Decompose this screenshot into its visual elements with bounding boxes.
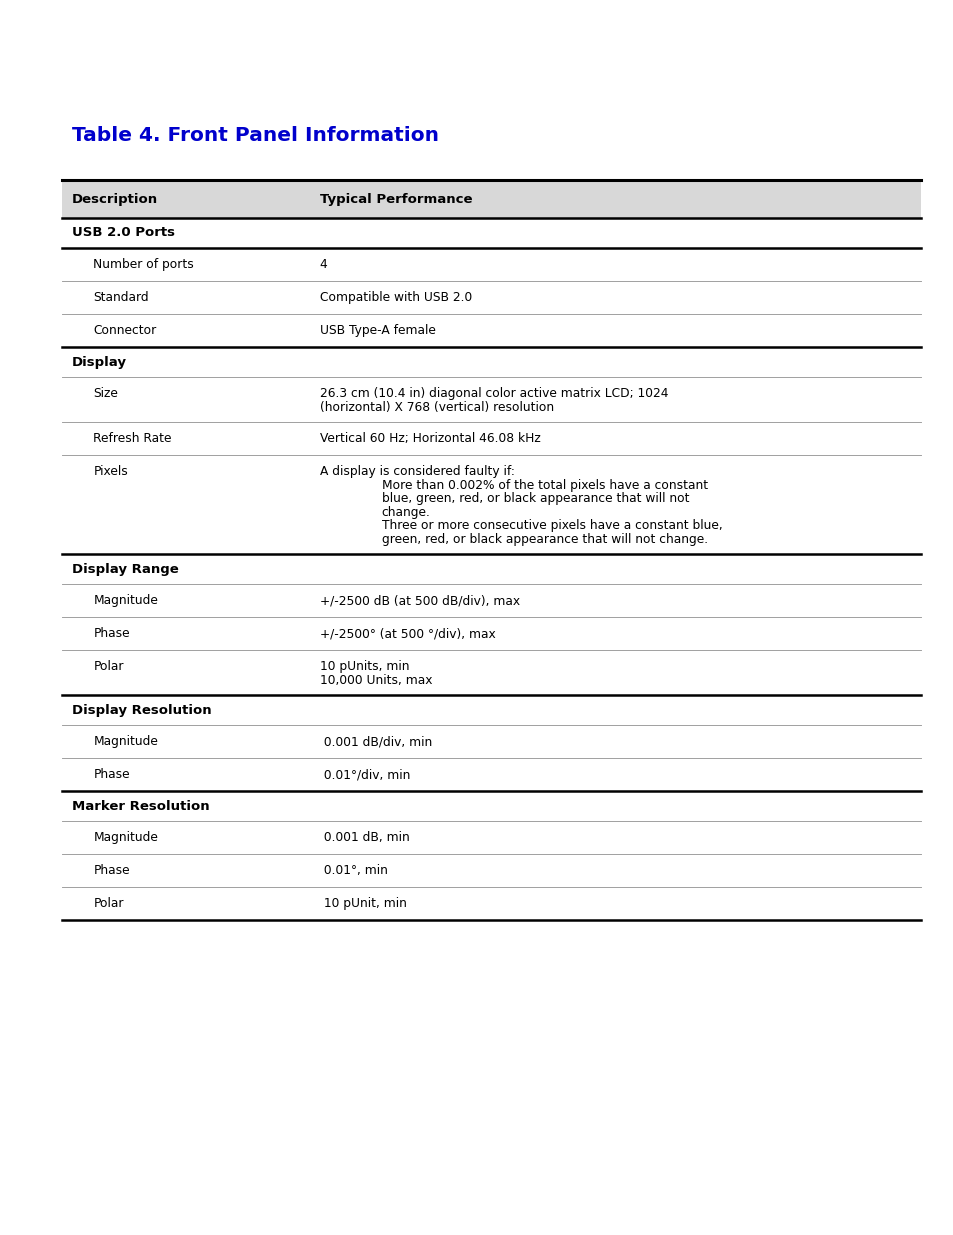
- Text: Marker Resolution: Marker Resolution: [71, 799, 209, 813]
- Text: 10 pUnit, min: 10 pUnit, min: [319, 897, 406, 910]
- Text: Table 4. Front Panel Information: Table 4. Front Panel Information: [71, 126, 438, 144]
- Text: change.: change.: [381, 505, 430, 519]
- Text: Polar: Polar: [93, 897, 124, 910]
- Text: green, red, or black appearance that will not change.: green, red, or black appearance that wil…: [381, 532, 707, 546]
- Text: 0.01°, min: 0.01°, min: [319, 864, 387, 877]
- Text: Display Resolution: Display Resolution: [71, 704, 211, 716]
- Text: Phase: Phase: [93, 627, 130, 640]
- Text: Size: Size: [93, 387, 118, 400]
- Text: +/-2500° (at 500 °/div), max: +/-2500° (at 500 °/div), max: [319, 627, 495, 640]
- Text: Number of ports: Number of ports: [93, 258, 194, 270]
- Text: Phase: Phase: [93, 864, 130, 877]
- Text: More than 0.002% of the total pixels have a constant: More than 0.002% of the total pixels hav…: [381, 478, 707, 492]
- Text: 0.01°/div, min: 0.01°/div, min: [319, 768, 410, 781]
- Text: (horizontal) X 768 (vertical) resolution: (horizontal) X 768 (vertical) resolution: [319, 400, 553, 414]
- Text: Typical Performance: Typical Performance: [319, 193, 472, 205]
- Text: blue, green, red, or black appearance that will not: blue, green, red, or black appearance th…: [381, 492, 688, 505]
- Text: Magnitude: Magnitude: [93, 735, 158, 748]
- Text: Three or more consecutive pixels have a constant blue,: Three or more consecutive pixels have a …: [381, 519, 721, 532]
- Text: Refresh Rate: Refresh Rate: [93, 432, 172, 445]
- Text: 10 pUnits, min: 10 pUnits, min: [319, 659, 409, 673]
- Text: Vertical 60 Hz; Horizontal 46.08 kHz: Vertical 60 Hz; Horizontal 46.08 kHz: [319, 432, 539, 445]
- Text: 4: 4: [319, 258, 327, 270]
- Text: Compatible with USB 2.0: Compatible with USB 2.0: [319, 291, 472, 304]
- Text: Polar: Polar: [93, 659, 124, 673]
- Text: Magnitude: Magnitude: [93, 831, 158, 844]
- Text: Description: Description: [71, 193, 157, 205]
- Text: Phase: Phase: [93, 768, 130, 781]
- Text: USB 2.0 Ports: USB 2.0 Ports: [71, 226, 174, 240]
- Text: Display: Display: [71, 356, 127, 368]
- Text: USB Type-A female: USB Type-A female: [319, 324, 435, 337]
- Text: A display is considered faulty if:: A display is considered faulty if:: [319, 466, 514, 478]
- Text: Standard: Standard: [93, 291, 149, 304]
- Text: 26.3 cm (10.4 in) diagonal color active matrix LCD; 1024: 26.3 cm (10.4 in) diagonal color active …: [319, 387, 667, 400]
- Text: Connector: Connector: [93, 324, 156, 337]
- Text: 10,000 Units, max: 10,000 Units, max: [319, 673, 432, 687]
- Text: 0.001 dB/div, min: 0.001 dB/div, min: [319, 735, 432, 748]
- Text: +/-2500 dB (at 500 dB/div), max: +/-2500 dB (at 500 dB/div), max: [319, 594, 519, 606]
- Text: Pixels: Pixels: [93, 466, 128, 478]
- Bar: [62, 180, 920, 219]
- Text: Display Range: Display Range: [71, 562, 178, 576]
- Text: 0.001 dB, min: 0.001 dB, min: [319, 831, 409, 844]
- Text: Magnitude: Magnitude: [93, 594, 158, 606]
